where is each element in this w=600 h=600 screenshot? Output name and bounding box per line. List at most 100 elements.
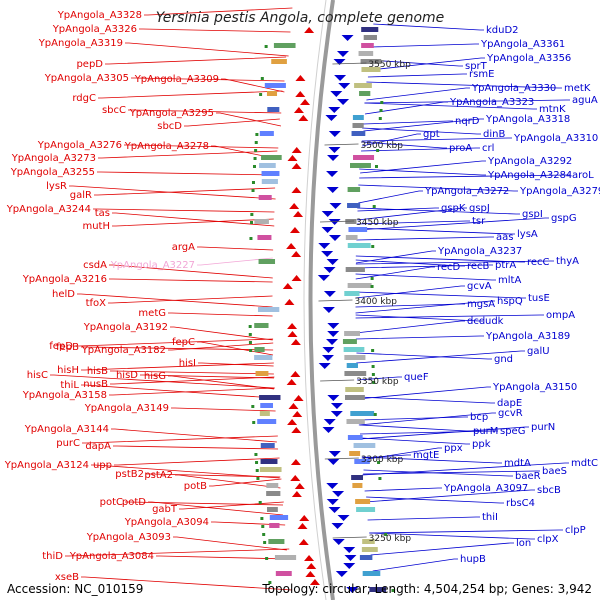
connector-line <box>146 473 281 478</box>
gene-label-right: mdtC <box>571 458 598 469</box>
connector-line <box>358 184 518 192</box>
gene-label-right: recD <box>437 262 461 273</box>
forward-gene-arrow <box>327 331 340 337</box>
marker-dot <box>255 133 259 136</box>
connector-line <box>361 454 411 459</box>
reverse-gene-arrow <box>304 27 315 33</box>
gene-label-left: sbcC <box>102 105 126 116</box>
marker-dot <box>370 285 374 288</box>
connector-line <box>359 424 471 432</box>
connector-line <box>105 56 287 65</box>
gene-label-right: dcd <box>467 316 485 327</box>
connector-line <box>364 487 442 492</box>
kbp-tick <box>324 457 359 460</box>
gene-label-right: ptrA <box>495 260 516 271</box>
forward-gene-arrow <box>326 483 339 489</box>
marker-dot <box>249 349 253 352</box>
feature-block <box>257 307 280 312</box>
gene-label-right: YpAngola_A3279 <box>519 186 600 197</box>
connector-line <box>369 529 563 534</box>
connector-line <box>371 43 479 48</box>
feature-block <box>342 339 357 344</box>
genome-title: Yersinia pestis Angola, complete genome <box>156 10 445 26</box>
marker-dot <box>264 45 268 48</box>
marker-dot <box>371 349 375 352</box>
forward-gene-arrow <box>322 427 335 433</box>
connector-line <box>98 90 283 99</box>
feature-block <box>347 435 363 440</box>
gene-label-left: YpAngola_A3273 <box>11 153 96 164</box>
marker-dot <box>260 77 264 80</box>
gene-label-right: YpAngola_A3272 <box>424 186 509 197</box>
reverse-gene-arrow <box>289 227 300 233</box>
feature-block <box>259 395 281 400</box>
connector-line <box>148 501 284 516</box>
reverse-gene-arrow <box>284 299 295 305</box>
reverse-gene-arrow <box>289 203 300 209</box>
feature-block <box>347 187 361 192</box>
gene-label-right: YpAngola_A3292 <box>487 156 572 167</box>
reverse-gene-arrow <box>291 427 302 433</box>
accession-text: Accession: NC_010159 <box>7 582 144 596</box>
feature-block <box>344 331 361 336</box>
reverse-gene-arrow <box>298 539 309 545</box>
connector-line <box>50 374 275 389</box>
connector-line <box>356 227 515 235</box>
connector-line <box>171 407 276 412</box>
topology-text: Topology: circular; Length: 4,504,254 bp… <box>262 582 592 596</box>
marker-dot <box>251 189 255 192</box>
gene-label-left: YpAngola_A3158 <box>22 390 107 401</box>
feature-block <box>261 179 278 184</box>
marker-dot <box>252 421 256 424</box>
gene-label-left: argA <box>172 242 195 253</box>
feature-block <box>269 523 280 528</box>
connector-line <box>359 416 468 421</box>
gene-label-right: aroL <box>572 170 594 181</box>
gene-label-left: potC <box>100 497 123 508</box>
connector-line <box>109 278 273 283</box>
connector-line <box>211 145 279 160</box>
feature-block <box>267 107 280 112</box>
feature-block <box>346 419 365 424</box>
connector-line <box>140 374 275 379</box>
forward-gene-arrow <box>330 91 343 97</box>
connector-line <box>111 428 277 443</box>
forward-gene-arrow <box>333 59 346 65</box>
forward-gene-arrow <box>328 131 341 137</box>
marker-dot <box>377 461 381 464</box>
marker-dot <box>248 325 252 328</box>
forward-gene-arrow <box>323 267 336 273</box>
kbp-tick <box>320 220 355 223</box>
gene-labels: YpAngola_A3328 YpAngola_A3326 YpAngola_A33… <box>4 10 600 583</box>
feature-block <box>261 171 280 176</box>
marker-dot <box>371 245 375 248</box>
reverse-gene-arrow <box>291 251 302 257</box>
forward-gene-arrow <box>322 347 335 353</box>
feature-block <box>355 499 371 504</box>
reverse-gene-arrow <box>291 491 302 497</box>
kbp-label: 3350 kbp <box>356 377 399 387</box>
gene-label-left: potD <box>122 497 146 508</box>
forward-gene-arrow <box>332 491 345 497</box>
feature-block <box>266 483 279 488</box>
feature-block <box>362 571 381 576</box>
feature-block <box>259 411 270 416</box>
label-connector-lines <box>50 7 570 591</box>
gene-label-right: tsr <box>472 216 486 227</box>
forward-gene-arrow <box>326 187 339 193</box>
forward-gene-arrow <box>317 275 330 281</box>
gene-label-left: hisI <box>179 358 196 369</box>
feature-block <box>347 283 372 288</box>
connector-line <box>113 445 279 450</box>
feature-block <box>353 443 376 448</box>
connector-line <box>357 207 467 221</box>
connector-line <box>168 312 273 317</box>
connector-line <box>355 250 436 264</box>
kbp-tick <box>318 299 353 302</box>
marker-dot <box>249 237 253 240</box>
connector-line <box>360 160 486 174</box>
forward-gene-arrow <box>328 451 341 457</box>
gene-label-right: purM <box>473 426 498 437</box>
connector-line <box>362 133 421 147</box>
gene-label-right: clpP <box>565 525 586 536</box>
